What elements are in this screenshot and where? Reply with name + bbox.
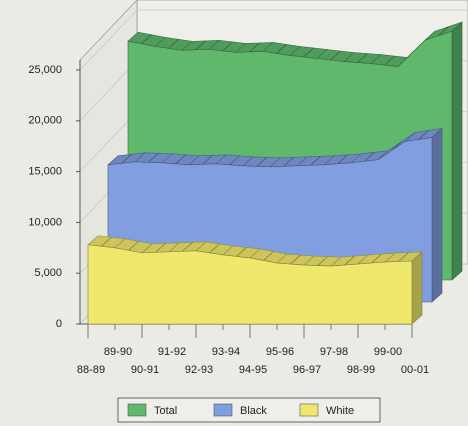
hatch [438,26,449,36]
area-side [451,21,463,281]
area-side [431,127,443,303]
legend-label: Total [154,405,177,417]
x-tick-label: 90-91 [131,364,159,376]
legend-swatch [127,403,147,417]
hatch [168,39,179,49]
hatch [276,44,287,54]
hatch [222,41,233,52]
hatch [229,155,240,166]
y-tick-label: 25,000 [28,64,62,76]
hatch [121,154,132,164]
y-tick-label: 15,000 [28,166,62,178]
hatch [175,154,186,165]
hatch [310,156,321,166]
legend-swatch [299,403,319,417]
hatch [317,256,328,266]
hatch [418,130,429,140]
hatch [249,42,260,53]
legend: Total Black White [117,397,381,423]
y-tick-label: 0 [56,318,62,330]
x-tick-label: 88-89 [77,364,105,376]
hatch [384,55,395,66]
hatch [371,253,382,264]
hatch [141,34,152,45]
hatch [155,243,166,253]
legend-box [117,397,381,423]
x-tick-label: 00-01 [401,364,429,376]
x-tick-label: 91-92 [158,346,186,358]
legend-swatch [213,403,233,417]
y-tick-label: 5,000 [34,267,62,279]
legend-label: Black [240,405,267,417]
hatch [263,251,274,261]
grid-line [79,9,468,71]
hatch [364,152,375,162]
x-tick-label: 94-95 [239,364,267,376]
hatch [391,141,402,151]
hatch [283,157,294,167]
hatch [195,40,206,51]
legend-label: White [326,405,354,417]
area [87,244,413,325]
hatch [256,157,267,167]
area-side [411,251,423,325]
hatch [337,154,348,165]
hatch [148,153,159,163]
y-tick-label: 20,000 [28,115,62,127]
hatch [290,254,301,265]
hatch [357,53,368,63]
hatch [182,242,193,252]
hatch [101,237,112,247]
hatch [303,47,314,58]
hatch [236,247,247,257]
x-tick-label: 92-93 [185,364,213,376]
x-tick-label: 93-94 [212,346,240,358]
x-tick-label: 99-00 [374,346,402,358]
x-tick-label: 89-90 [104,346,132,358]
hatch [128,241,139,251]
y-tick-label: 10,000 [28,216,62,228]
x-tick-label: 97-98 [320,346,348,358]
hatch [344,255,355,266]
hatch [398,252,409,262]
x-tick-label: 96-97 [293,364,321,376]
x-tick-label: 95-96 [266,346,294,358]
hatch [202,155,213,165]
hatch [209,243,220,254]
hatch [330,50,341,61]
series-group [87,235,423,325]
x-tick-label: 98-99 [347,364,375,376]
